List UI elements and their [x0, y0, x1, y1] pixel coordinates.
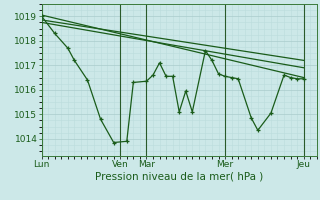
X-axis label: Pression niveau de la mer( hPa ): Pression niveau de la mer( hPa ) [95, 172, 263, 182]
